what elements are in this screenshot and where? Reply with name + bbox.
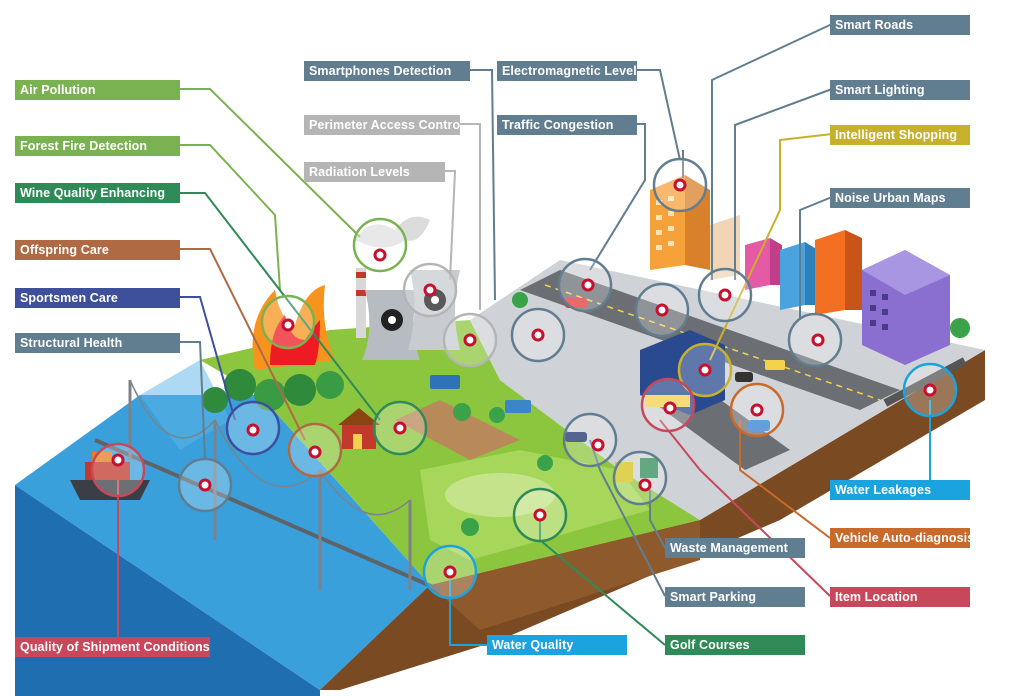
label-noise-urban-maps: Noise Urban Maps [830,188,970,208]
label-item-location: Item Location [830,587,970,607]
label-vehicle-auto-diagnosis: Vehicle Auto-diagnosis [830,528,970,548]
label-smart-lighting: Smart Lighting [830,80,970,100]
label-golf-courses: Golf Courses [665,635,805,655]
label-electromagnetic-levels: Electromagnetic Levels [497,61,637,81]
label-quality-of-shipment-conditions: Quality of Shipment Conditions [15,637,210,657]
label-intelligent-shopping: Intelligent Shopping [830,125,970,145]
farm-house [338,408,380,449]
label-air-pollution: Air Pollution [15,80,180,100]
trees [453,292,970,536]
label-structural-health: Structural Health [15,333,180,353]
label-forest-fire-detection: Forest Fire Detection [15,136,180,156]
terrain-block [15,260,985,696]
sensor-dots [111,178,937,579]
cargo-ship [70,452,150,500]
label-waste-management: Waste Management [665,538,805,558]
city-buildings [640,150,950,415]
label-smart-parking: Smart Parking [665,587,805,607]
leader-lines [117,23,931,646]
vehicles [430,298,785,442]
label-radiation-levels: Radiation Levels [304,162,445,182]
label-smartphones-detection: Smartphones Detection [304,61,470,81]
label-water-leakages: Water Leakages [830,480,970,500]
waste-bins [615,458,658,482]
label-wine-quality-enhancing: Wine Quality Enhancing [15,183,180,203]
label-traffic-congestion: Traffic Congestion [497,115,637,135]
label-smart-roads: Smart Roads [830,15,970,35]
label-water-quality: Water Quality [487,635,627,655]
label-offspring-care: Offspring Care [15,240,180,260]
label-perimeter-access-control: Perimeter Access Control [304,115,460,135]
label-sportsmen-care: Sportsmen Care [15,288,180,308]
